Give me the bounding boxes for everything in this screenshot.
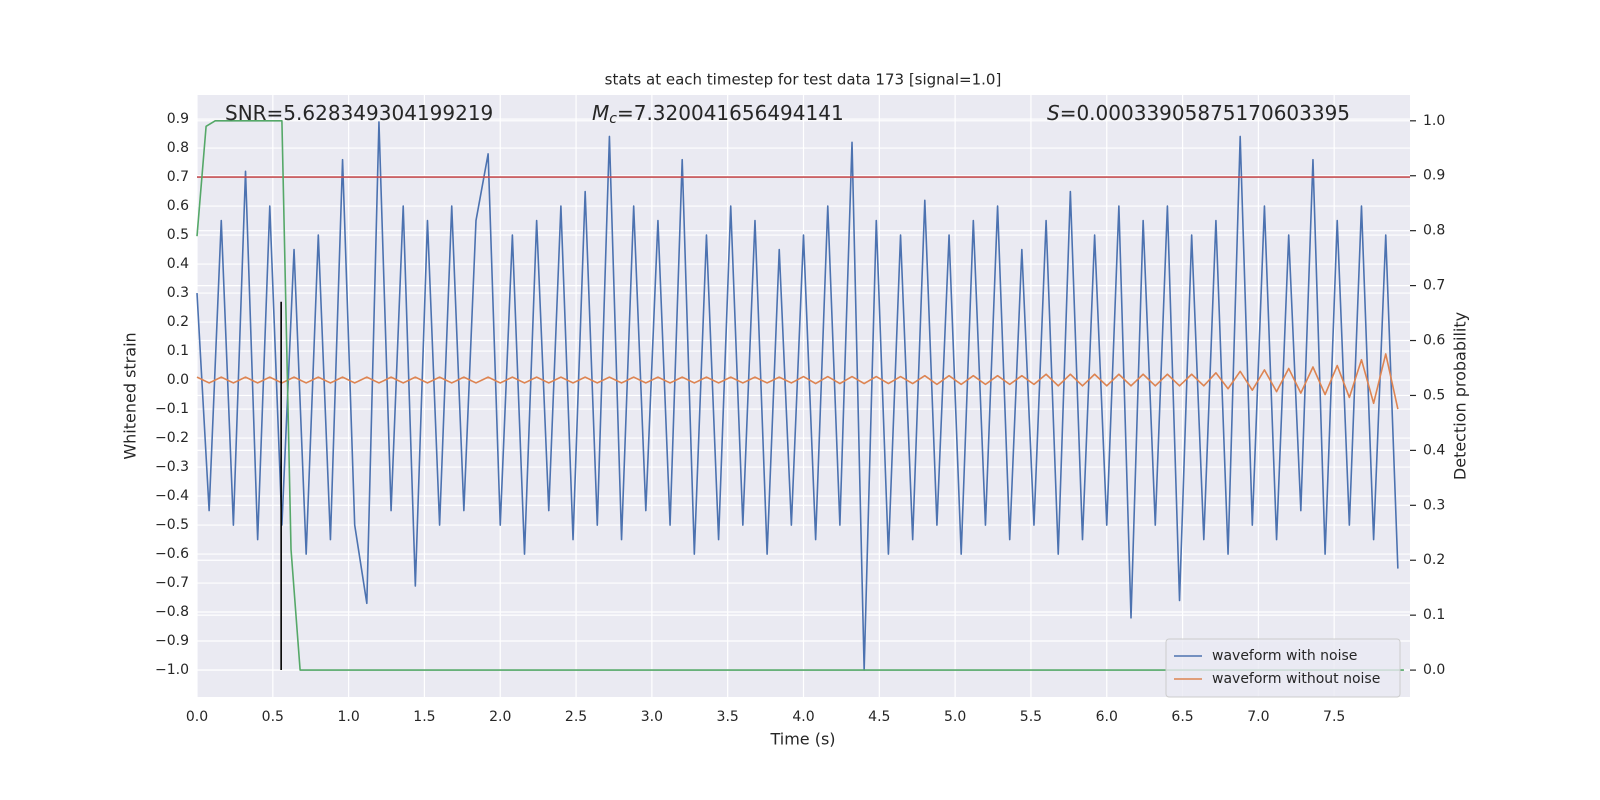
y-tick-label: −0.3 (155, 459, 189, 475)
y2-tick-label: 0.7 (1423, 278, 1445, 294)
y-tick-label: −0.5 (155, 517, 189, 533)
annotation: Mc=7.320041656494141 (592, 101, 844, 128)
x-tick-label: 6.0 (1096, 709, 1118, 725)
x-tick-label: 4.5 (868, 709, 890, 725)
legend-label: waveform without noise (1212, 671, 1380, 687)
x-tick-label: 2.5 (565, 709, 587, 725)
x-tick-label: 5.0 (944, 709, 966, 725)
legend-box (1165, 638, 1401, 698)
x-tick-label: 1.5 (413, 709, 435, 725)
y-tick-label: −0.9 (155, 633, 189, 649)
y-tick-label: 0.0 (167, 372, 189, 388)
y-tick-label: 0.5 (167, 227, 189, 243)
x-tick-label: 4.0 (792, 709, 814, 725)
y-tick-label: 0.2 (167, 314, 189, 330)
y-axis-label: Whitened strain (121, 332, 140, 459)
y2-tick-label: 0.5 (1423, 387, 1445, 403)
y2-tick-label: 0.6 (1423, 333, 1445, 349)
y-tick-label: 0.3 (167, 285, 189, 301)
x-tick-label: 0.5 (262, 709, 284, 725)
x-tick-label: 2.0 (489, 709, 511, 725)
y2-tick-label: 0.9 (1423, 168, 1445, 184)
y2-tick-label: 0.3 (1423, 497, 1445, 513)
y-tick-label: −0.6 (155, 546, 189, 562)
y2-tick-label: 0.1 (1423, 607, 1445, 623)
legend-label: waveform with noise (1212, 648, 1357, 664)
y-tick-label: −0.4 (155, 488, 189, 504)
y-tick-label: 0.8 (167, 140, 189, 156)
annotation-subscript: c (609, 111, 617, 127)
x-tick-label: 6.5 (1171, 709, 1193, 725)
annotation: S=0.00033905875170603395 (1047, 101, 1350, 125)
y2-tick-label: 0.4 (1423, 442, 1445, 458)
y-tick-label: 0.4 (167, 256, 189, 272)
y-tick-label: −0.8 (155, 604, 189, 620)
annotation-symbol: M (592, 101, 609, 125)
y2-axis-label: Detection probability (1451, 312, 1470, 480)
y-tick-label: −1.0 (155, 662, 189, 678)
y2-tick-label: 1.0 (1423, 113, 1445, 129)
y-tick-label: −0.2 (155, 430, 189, 446)
x-tick-label: 1.0 (337, 709, 359, 725)
y-tick-label: −0.1 (155, 401, 189, 417)
y-tick-label: 0.6 (167, 198, 189, 214)
annotation-text: SNR=5.628349304199219 (225, 101, 493, 125)
chart-title: stats at each timestep for test data 173… (605, 71, 1002, 89)
y-tick-label: 0.9 (167, 111, 189, 127)
y2-tick-label: 0.0 (1423, 662, 1445, 678)
y-tick-label: −0.7 (155, 575, 189, 591)
series-line (196, 120, 1404, 671)
x-tick-label: 7.0 (1247, 709, 1269, 725)
annotation: SNR=5.628349304199219 (225, 101, 493, 125)
x-tick-label: 3.5 (717, 709, 739, 725)
x-tick-label: 5.5 (1020, 709, 1042, 725)
y2-tick-label: 0.2 (1423, 552, 1445, 568)
x-axis-label: Time (s) (769, 730, 835, 749)
annotation-symbol: S (1047, 101, 1060, 125)
y-tick-label: 0.7 (167, 169, 189, 185)
x-tick-label: 7.5 (1323, 709, 1345, 725)
x-tick-label: 3.0 (641, 709, 663, 725)
y-tick-label: 0.1 (167, 343, 189, 359)
annotation-text: =7.320041656494141 (617, 101, 844, 125)
x-tick-label: 0.0 (186, 709, 208, 725)
series-line (196, 353, 1399, 410)
annotation-text: =0.00033905875170603395 (1060, 101, 1350, 125)
y2-tick-label: 0.8 (1423, 223, 1445, 239)
